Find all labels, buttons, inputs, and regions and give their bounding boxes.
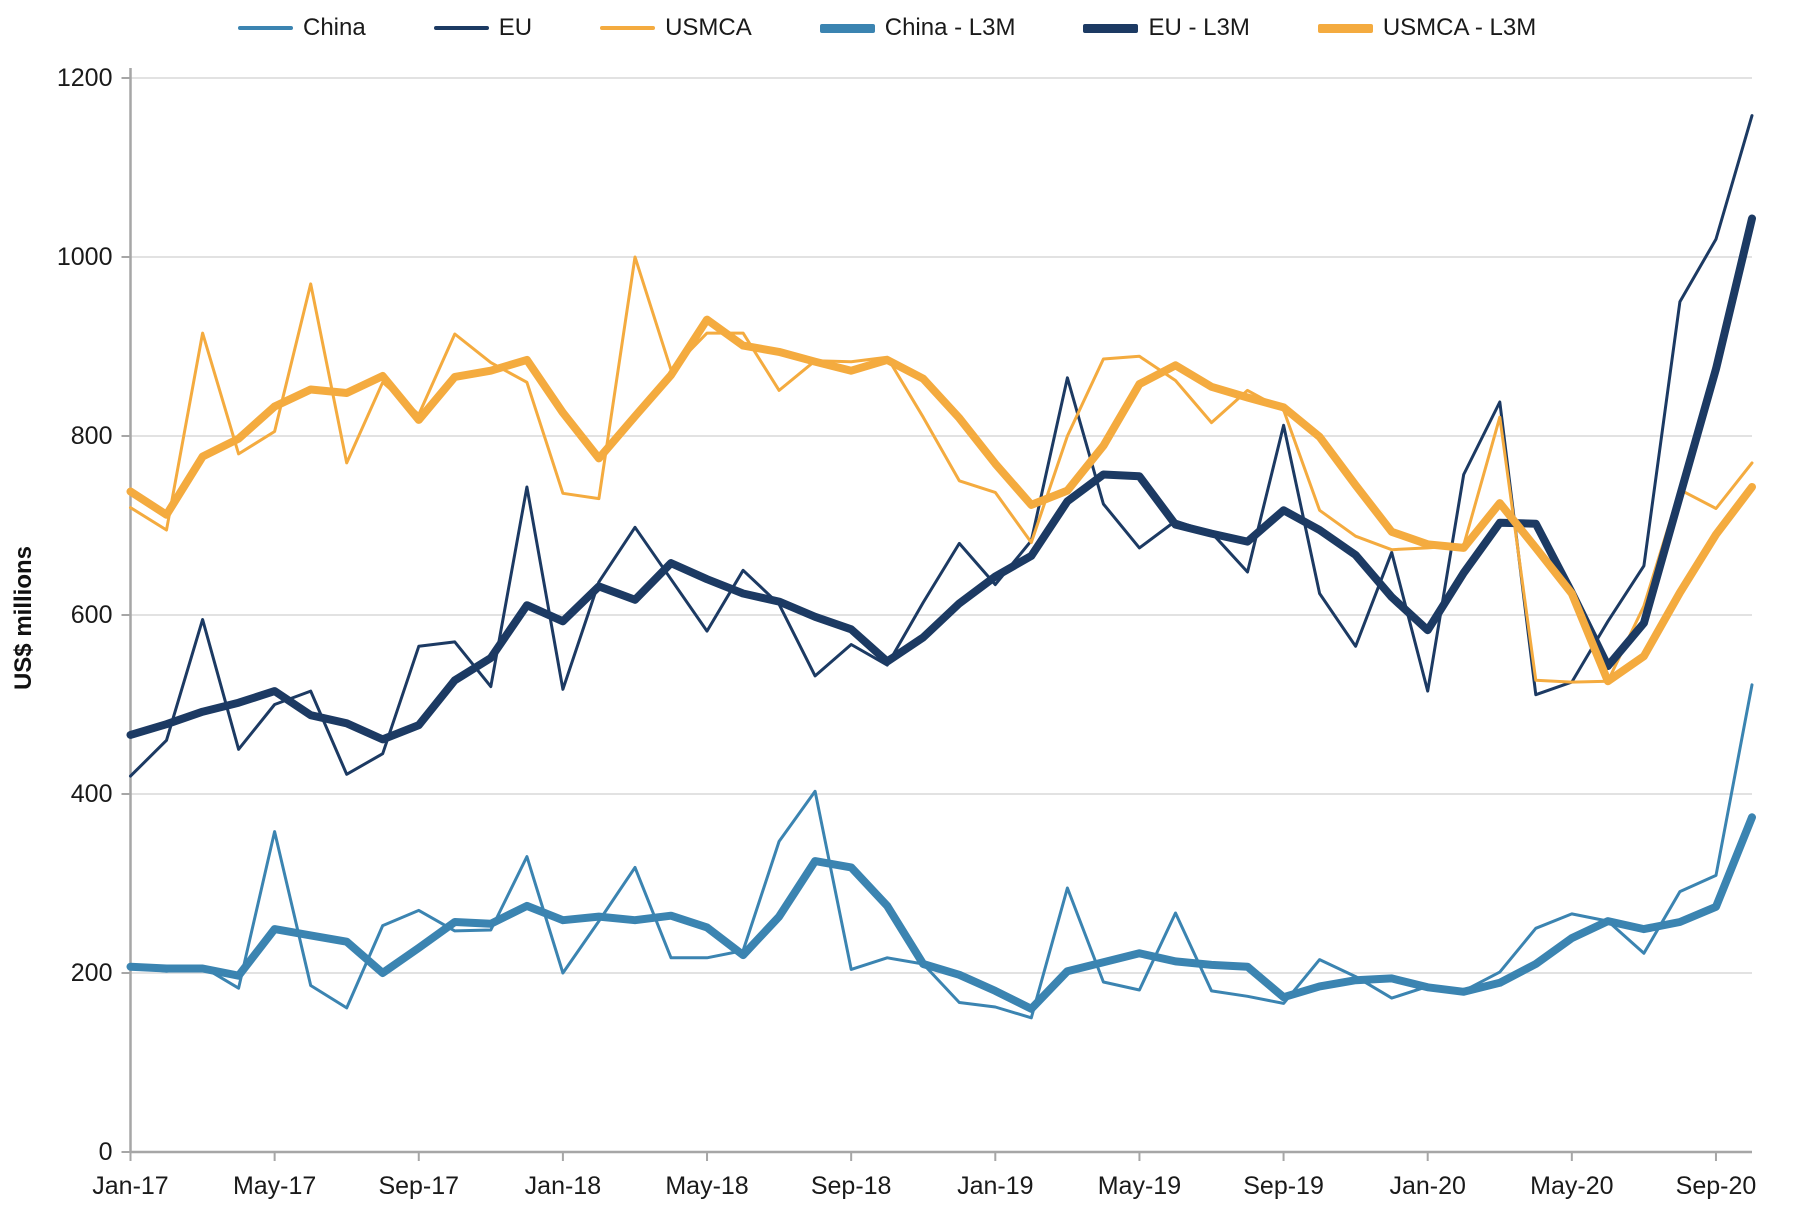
x-tick-label-May-18: May-18 xyxy=(665,1172,748,1200)
legend-label: China - L3M xyxy=(884,14,1016,41)
y-tick-label-200: 200 xyxy=(71,959,113,987)
series-line-usmca-l3m xyxy=(126,315,1756,686)
legend-label: EU - L3M xyxy=(1148,14,1250,41)
legend-label: USMCA xyxy=(665,14,752,41)
x-tick-label-Sep-19: Sep-19 xyxy=(1243,1172,1324,1200)
legend-swatch-icon xyxy=(238,26,293,30)
x-tick-label-Sep-20: Sep-20 xyxy=(1676,1172,1757,1200)
series-line-eu xyxy=(129,114,1754,778)
legend-item-china: China xyxy=(238,14,366,42)
y-tick-label-1200: 1200 xyxy=(57,64,113,92)
legend-swatch-icon xyxy=(600,26,656,30)
legend-swatch-icon xyxy=(1317,23,1373,33)
legend-label: USMCA - L3M xyxy=(1382,14,1537,41)
legend-item-usmca: USMCA xyxy=(600,14,752,42)
legend-item-eu-l3m: EU - L3M xyxy=(1083,14,1250,42)
legend-item-china-l3m: China - L3M xyxy=(819,14,1016,42)
series-line-china xyxy=(129,683,1754,1020)
legend-swatch-icon xyxy=(819,23,875,33)
legend-swatch-icon xyxy=(1083,23,1139,33)
legend-item-eu: EU xyxy=(433,14,533,42)
y-tick-label-0: 0 xyxy=(99,1138,113,1166)
legend: China EU USMCA China - L3M EU - L3M USMCA - L… xyxy=(238,14,1536,42)
legend-swatch-icon xyxy=(433,26,489,30)
x-tick-label-Jan-19: Jan-19 xyxy=(957,1172,1033,1200)
x-tick-label-Jan-18: Jan-18 xyxy=(525,1172,601,1200)
legend-label: China xyxy=(303,14,366,41)
y-tick-label-600: 600 xyxy=(71,601,113,629)
legend-item-usmca-l3m: USMCA - L3M xyxy=(1317,14,1537,42)
x-tick-label-Jan-20: Jan-20 xyxy=(1389,1172,1465,1200)
x-tick-label-Jan-17: Jan-17 xyxy=(92,1172,168,1200)
y-tick-label-400: 400 xyxy=(71,780,113,808)
x-tick-label-Sep-17: Sep-17 xyxy=(378,1172,459,1200)
y-tick-label-1000: 1000 xyxy=(57,243,113,271)
x-tick-label-May-20: May-20 xyxy=(1530,1172,1613,1200)
x-tick-label-May-17: May-17 xyxy=(233,1172,316,1200)
x-tick-label-May-19: May-19 xyxy=(1098,1172,1181,1200)
y-tick-label-800: 800 xyxy=(71,422,113,450)
series-line-eu-l3m xyxy=(126,214,1756,744)
legend-label: EU xyxy=(498,14,533,41)
series-line-china-l3m xyxy=(126,813,1756,1013)
x-tick-label-Sep-18: Sep-18 xyxy=(811,1172,892,1200)
